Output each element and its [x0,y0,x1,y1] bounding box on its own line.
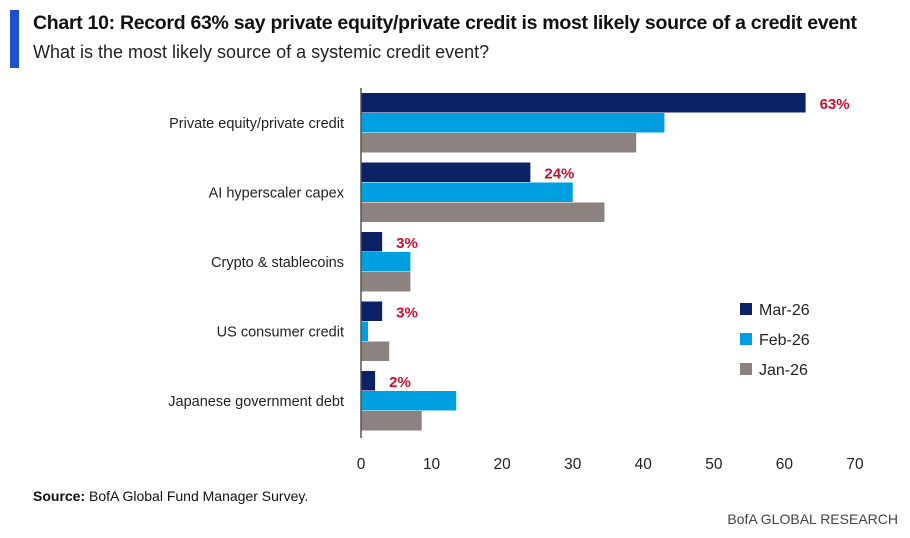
legend-label: Jan-26 [759,362,808,379]
x-tick-label: 40 [635,456,653,473]
category-label: Crypto & stablecoins [211,255,344,271]
data-label: 2% [389,374,411,391]
source-note: Source: BofA Global Fund Manager Survey. [33,488,308,504]
chart-subtitle: What is the most likely source of a syst… [33,42,490,62]
bar-mar-26 [361,93,806,113]
bar-feb-26 [361,321,369,341]
x-tick-label: 0 [357,456,366,473]
bar-feb-26 [361,391,457,411]
category-label: US consumer credit [217,325,344,341]
x-tick-label: 60 [776,456,794,473]
legend-swatch [740,333,752,345]
bar-jan-26 [361,272,411,292]
bar-mar-26 [361,232,383,252]
data-label: 3% [396,235,418,252]
x-tick-label: 70 [846,456,864,473]
category-label: Japanese government debt [168,394,344,410]
bar-feb-26 [361,252,411,272]
source-label: Source: [33,488,86,504]
category-label: Private equity/private credit [169,116,344,132]
data-label: 63% [820,96,850,113]
bar-jan-26 [361,411,422,431]
source-text: BofA Global Fund Manager Survey. [89,488,309,504]
title-accent-bar [10,10,19,68]
brand-footer: BofA GLOBAL RESEARCH [727,511,898,527]
legend-swatch [740,303,752,315]
chart-title: Chart 10: Record 63% say private equity/… [33,12,857,34]
bar-mar-26 [361,371,376,391]
legend-label: Mar-26 [759,302,810,319]
category-label: AI hyperscaler capex [209,186,345,202]
bar-mar-26 [361,162,531,182]
legend-label: Feb-26 [759,332,810,349]
x-tick-label: 20 [494,456,512,473]
x-tick-label: 30 [564,456,582,473]
bar-mar-26 [361,301,383,321]
bar-jan-26 [361,133,637,153]
x-tick-label: 50 [705,456,723,473]
data-label: 3% [396,305,418,322]
bar-feb-26 [361,113,665,133]
data-label: 24% [544,166,574,183]
bar-jan-26 [361,341,390,361]
bar-feb-26 [361,182,573,202]
bar-jan-26 [361,202,605,222]
legend-swatch [740,363,752,375]
x-tick-label: 10 [423,456,441,473]
